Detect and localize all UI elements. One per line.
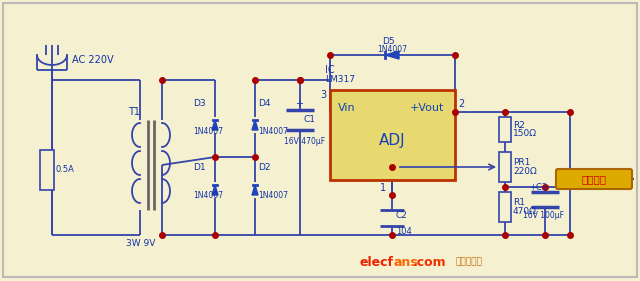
Text: 16V 470μF: 16V 470μF [284, 137, 325, 146]
Bar [499, 117, 511, 142]
Bar [330, 90, 455, 180]
Bar [499, 152, 511, 182]
Text: +: + [295, 99, 303, 109]
Text: 1N4007: 1N4007 [193, 191, 223, 201]
Text: 输出稳正: 输出稳正 [582, 174, 607, 184]
Text: 3: 3 [320, 90, 326, 100]
Text: .com: .com [413, 255, 447, 269]
Text: 220Ω: 220Ω [513, 167, 537, 176]
Text: 1N4007: 1N4007 [377, 44, 407, 53]
Text: 470Ω: 470Ω [513, 207, 537, 216]
Text: D5: D5 [382, 37, 395, 46]
Text: 电子发烧友: 电子发烧友 [455, 257, 482, 266]
Text: 16V 100μF: 16V 100μF [523, 210, 564, 219]
Text: R1: R1 [513, 198, 525, 207]
Text: 0.5A: 0.5A [55, 166, 74, 175]
Text: ADJ: ADJ [379, 133, 405, 148]
Text: ans: ans [393, 255, 418, 269]
Text: 2: 2 [458, 99, 464, 109]
Polygon shape [212, 120, 218, 130]
Text: 1N4007: 1N4007 [258, 126, 288, 135]
Text: 104: 104 [396, 228, 412, 237]
Text: C1: C1 [303, 115, 315, 124]
Text: T1: T1 [128, 107, 140, 117]
Text: 1: 1 [380, 183, 386, 193]
Text: D2: D2 [258, 164, 271, 173]
Text: +Vout: +Vout [410, 103, 444, 113]
Text: 3W 9V: 3W 9V [126, 239, 156, 248]
Polygon shape [252, 185, 258, 195]
Polygon shape [212, 185, 218, 195]
Text: PR1: PR1 [513, 158, 531, 167]
Text: elecf: elecf [360, 255, 394, 269]
Text: C2: C2 [396, 210, 408, 219]
FancyBboxPatch shape [556, 169, 632, 189]
Text: D4: D4 [258, 99, 271, 108]
Text: AC 220V: AC 220V [72, 55, 114, 65]
Bar [499, 192, 511, 222]
Polygon shape [252, 120, 258, 130]
Text: 1N4007: 1N4007 [258, 191, 288, 201]
Text: D3: D3 [193, 99, 205, 108]
Text: LM317: LM317 [325, 76, 355, 85]
Polygon shape [385, 51, 399, 59]
Text: R2: R2 [513, 121, 525, 130]
Text: IC: IC [325, 65, 335, 75]
Text: D1: D1 [193, 164, 205, 173]
Text: Vin: Vin [338, 103, 356, 113]
Bar [40, 150, 54, 190]
Text: +C3: +C3 [529, 182, 547, 191]
Text: 150Ω: 150Ω [513, 129, 537, 138]
Text: 1N4007: 1N4007 [193, 126, 223, 135]
